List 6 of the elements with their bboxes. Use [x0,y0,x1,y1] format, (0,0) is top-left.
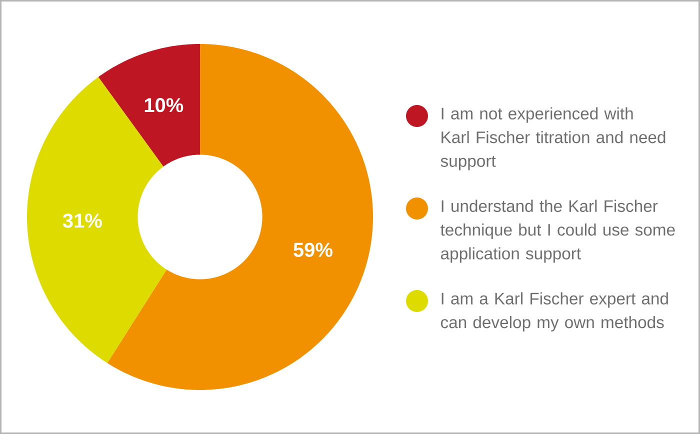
data-label: 10% [144,98,184,112]
legend-label: I am not experienced with Karl Fischer titration and need support [440,107,666,170]
legend-label: I am a Karl Fischer expert and can develop my own methods [440,292,668,332]
data-label: 59% [294,242,332,257]
data-label: 31% [62,214,102,228]
legend-label: I understand the Karl Fischer technique but I could use some application support [440,200,675,263]
